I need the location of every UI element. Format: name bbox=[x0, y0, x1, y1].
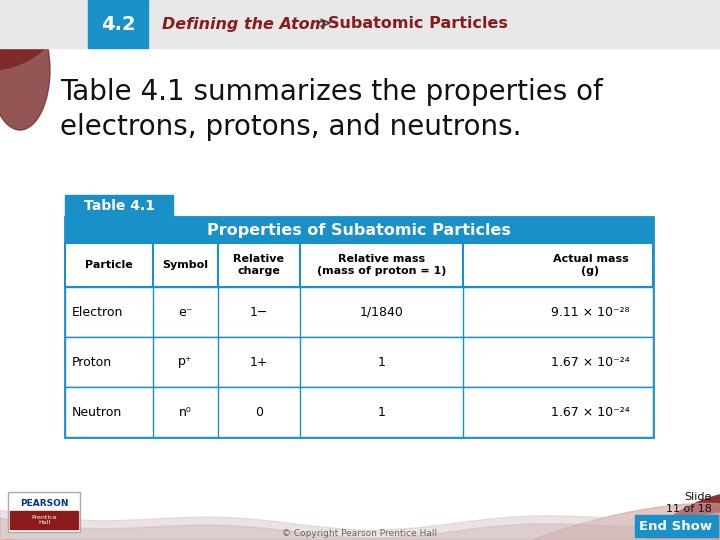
Bar bbox=[0, 0, 720, 48]
Text: 1/1840: 1/1840 bbox=[359, 306, 403, 319]
Text: 1.67 × 10⁻²⁴: 1.67 × 10⁻²⁴ bbox=[551, 355, 630, 368]
Text: e⁻: e⁻ bbox=[179, 306, 193, 319]
Text: Slide
11 of 18: Slide 11 of 18 bbox=[666, 492, 712, 514]
Text: 1.67 × 10⁻²⁴: 1.67 × 10⁻²⁴ bbox=[551, 406, 630, 419]
Text: Electron: Electron bbox=[72, 306, 123, 319]
Text: PEARSON: PEARSON bbox=[19, 499, 68, 508]
Text: © Copyright Pearson Prentice Hall: © Copyright Pearson Prentice Hall bbox=[282, 529, 438, 537]
Text: Actual mass
(g): Actual mass (g) bbox=[553, 254, 629, 276]
Text: 1−: 1− bbox=[250, 306, 268, 319]
Text: 1: 1 bbox=[377, 406, 385, 419]
Text: >: > bbox=[313, 17, 338, 31]
Text: 9.11 × 10⁻²⁸: 9.11 × 10⁻²⁸ bbox=[552, 306, 630, 319]
Bar bbox=[65, 243, 653, 287]
Text: electrons, protons, and neutrons.: electrons, protons, and neutrons. bbox=[60, 113, 521, 141]
Bar bbox=[8, 492, 80, 532]
Text: Table 4.1: Table 4.1 bbox=[84, 199, 155, 213]
Bar bbox=[635, 515, 718, 537]
Bar bbox=[65, 195, 173, 217]
Bar bbox=[65, 337, 653, 387]
Bar bbox=[65, 217, 653, 243]
Text: Neutron: Neutron bbox=[72, 406, 122, 419]
Text: Relative mass
(mass of proton = 1): Relative mass (mass of proton = 1) bbox=[317, 254, 446, 276]
Text: Subatomic Particles: Subatomic Particles bbox=[328, 17, 508, 31]
Text: Relative
charge: Relative charge bbox=[233, 254, 284, 276]
Ellipse shape bbox=[0, 0, 70, 70]
Text: 0: 0 bbox=[255, 406, 263, 419]
Bar bbox=[10, 511, 78, 529]
Bar bbox=[65, 287, 653, 337]
Text: Prentice
Hall: Prentice Hall bbox=[31, 515, 57, 525]
Text: 1+: 1+ bbox=[250, 355, 269, 368]
Ellipse shape bbox=[630, 490, 720, 540]
Text: 4.2: 4.2 bbox=[101, 15, 135, 33]
Text: p⁺: p⁺ bbox=[179, 355, 193, 368]
Text: Table 4.1 summarizes the properties of: Table 4.1 summarizes the properties of bbox=[60, 78, 603, 106]
Text: n⁰: n⁰ bbox=[179, 406, 192, 419]
Bar bbox=[88, 0, 148, 48]
Bar bbox=[65, 217, 653, 437]
Text: 1: 1 bbox=[377, 355, 385, 368]
Ellipse shape bbox=[445, 503, 720, 540]
Text: Defining the Atom: Defining the Atom bbox=[162, 17, 326, 31]
Text: Proton: Proton bbox=[72, 355, 112, 368]
Text: End Show: End Show bbox=[639, 519, 713, 532]
Bar bbox=[65, 387, 653, 437]
Text: Particle: Particle bbox=[85, 260, 133, 270]
Text: Symbol: Symbol bbox=[163, 260, 209, 270]
Text: Properties of Subatomic Particles: Properties of Subatomic Particles bbox=[207, 222, 511, 238]
Ellipse shape bbox=[0, 10, 50, 130]
